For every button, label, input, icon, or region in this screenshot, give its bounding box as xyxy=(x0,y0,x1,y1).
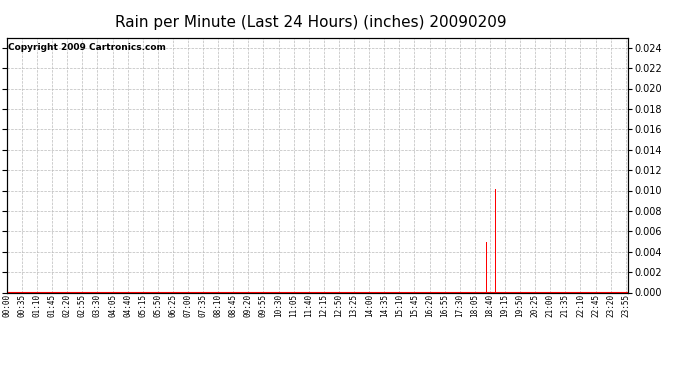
Text: Rain per Minute (Last 24 Hours) (inches) 20090209: Rain per Minute (Last 24 Hours) (inches)… xyxy=(115,15,506,30)
Text: Copyright 2009 Cartronics.com: Copyright 2009 Cartronics.com xyxy=(8,43,166,52)
